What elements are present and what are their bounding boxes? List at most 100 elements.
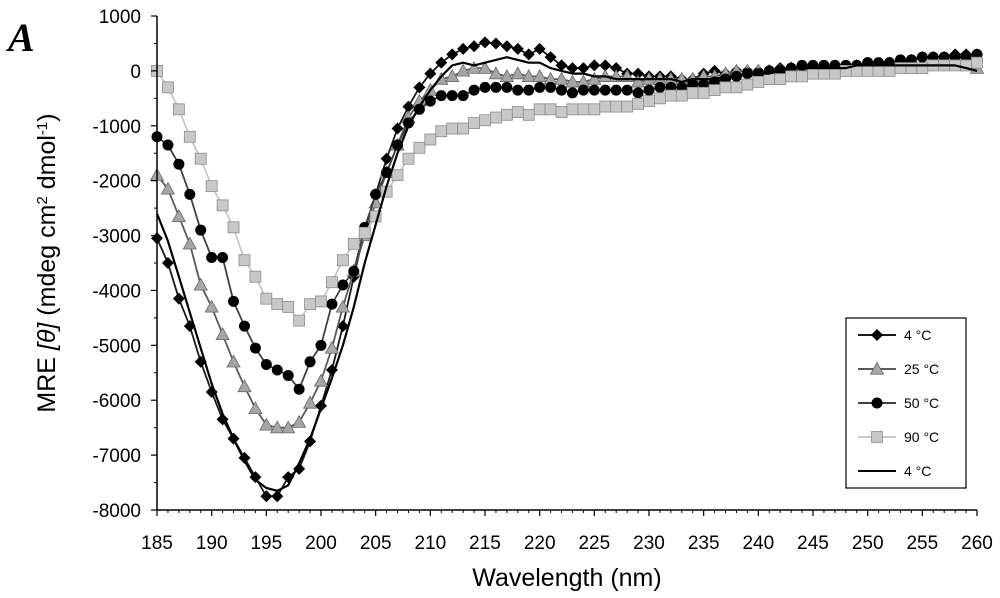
x-tick-label: 235	[688, 533, 720, 554]
data-point	[577, 84, 589, 96]
data-point	[457, 90, 469, 102]
data-point	[719, 81, 732, 94]
data-point	[752, 75, 765, 88]
data-point	[566, 87, 578, 99]
data-point	[335, 299, 351, 313]
y-tick-label: -8000	[92, 501, 141, 522]
data-point	[194, 152, 207, 165]
data-point	[554, 71, 569, 85]
data-point	[402, 100, 415, 113]
x-tick-label: 260	[961, 533, 993, 554]
data-point	[610, 62, 623, 75]
data-point	[763, 73, 776, 86]
data-point	[228, 295, 240, 307]
y-tick-label: -4000	[92, 281, 141, 302]
x-tick-label: 200	[305, 533, 337, 554]
data-point	[413, 141, 426, 154]
data-point	[566, 62, 579, 75]
data-point	[499, 69, 515, 82]
legend-label: 4 °C	[904, 327, 931, 343]
data-point	[435, 125, 448, 138]
data-point	[510, 66, 525, 80]
x-tick-label: 195	[250, 533, 282, 554]
data-point	[588, 84, 600, 96]
data-point	[347, 237, 360, 250]
legend-swatch-marker	[871, 431, 883, 443]
data-point	[708, 84, 721, 96]
data-point	[435, 56, 448, 69]
data-point	[227, 221, 240, 234]
data-point	[479, 36, 491, 49]
data-point	[402, 152, 415, 165]
data-point	[916, 51, 928, 63]
data-point	[883, 64, 896, 77]
data-point	[577, 62, 590, 75]
data-point	[522, 48, 535, 61]
data-point	[424, 95, 436, 107]
data-point	[807, 67, 819, 80]
data-point	[599, 84, 611, 96]
data-point	[521, 69, 536, 82]
data-point	[523, 84, 535, 96]
data-point	[511, 42, 524, 55]
data-point	[413, 81, 426, 94]
data-point	[370, 188, 382, 200]
series-3	[151, 48, 983, 395]
y-tick-label: 0	[130, 62, 141, 83]
data-point	[588, 59, 601, 72]
data-point	[818, 67, 830, 80]
series-line	[155, 56, 978, 492]
data-point	[271, 364, 283, 376]
y-tick-label: -7000	[92, 446, 141, 467]
y-tick-label: -3000	[92, 227, 141, 248]
data-point	[215, 327, 230, 340]
data-point	[643, 84, 655, 96]
data-point	[271, 490, 284, 503]
data-point	[337, 279, 349, 291]
data-point	[971, 56, 983, 69]
data-point	[348, 265, 360, 277]
data-point	[446, 122, 459, 135]
data-point	[282, 301, 295, 313]
data-point	[217, 252, 229, 264]
data-point	[173, 158, 185, 170]
data-point	[249, 270, 262, 283]
data-point	[632, 97, 644, 110]
data-point	[424, 133, 437, 146]
data-point	[281, 420, 296, 434]
data-point	[555, 106, 568, 118]
data-point	[730, 81, 743, 94]
data-point	[774, 73, 787, 86]
data-point	[259, 417, 274, 431]
data-point	[457, 42, 470, 55]
x-tick-label: 220	[524, 533, 556, 554]
data-point	[435, 90, 447, 102]
data-point	[610, 84, 622, 96]
data-point	[313, 373, 329, 387]
legend-item: 25 °C	[858, 361, 939, 377]
data-point	[216, 199, 229, 212]
data-point	[260, 292, 273, 305]
data-point	[643, 95, 655, 107]
data-point	[610, 100, 623, 113]
data-point	[171, 209, 187, 222]
data-point	[195, 224, 207, 236]
data-point	[686, 86, 699, 99]
data-point	[446, 48, 459, 61]
data-point	[455, 63, 471, 77]
x-tick-label: 250	[852, 533, 884, 554]
data-point	[599, 100, 612, 113]
data-point	[161, 257, 174, 269]
data-point	[468, 84, 480, 96]
data-point	[282, 370, 294, 382]
data-point	[500, 40, 513, 53]
data-point	[336, 320, 349, 333]
data-point	[162, 139, 174, 151]
data-point	[861, 64, 874, 77]
x-tick-label: 190	[196, 533, 228, 554]
legend-label: 90 °C	[904, 429, 939, 445]
data-point	[457, 122, 470, 135]
series-layer	[149, 36, 985, 503]
y-axis-title-part: [θ]	[33, 322, 61, 352]
data-point	[675, 89, 688, 102]
